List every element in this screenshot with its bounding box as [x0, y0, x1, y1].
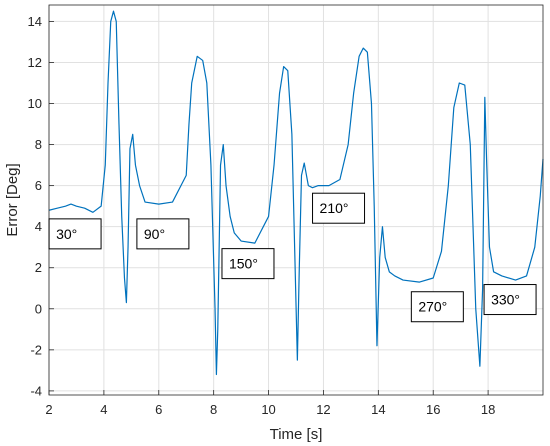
annotation: 270° [410, 291, 464, 323]
y-tick-label: 10 [28, 96, 42, 111]
series-line [48, 10, 544, 376]
annotation-label: 90° [144, 226, 165, 242]
series-layer [48, 10, 544, 376]
y-tick-label: 0 [35, 301, 42, 316]
x-tick-label: 10 [261, 402, 275, 417]
annotation: 30° [48, 218, 102, 250]
annotation-label: 150° [229, 256, 258, 272]
y-tick-label: 2 [35, 260, 42, 275]
annotation-label: 270° [418, 299, 447, 315]
x-tick-label: 14 [371, 402, 385, 417]
x-tick-label: 4 [100, 402, 107, 417]
annotation: 210° [312, 192, 366, 224]
grid [48, 5, 543, 395]
x-tick-label: 16 [426, 402, 440, 417]
annotation-box [410, 291, 464, 323]
plot-area [49, 5, 543, 395]
x-tick-label: 18 [481, 402, 495, 417]
x-tick-label: 6 [155, 402, 162, 417]
annotation: 330° [483, 284, 537, 316]
tick-layer: 2 4 6 8 10 12 14 16 18 -4 -2 0 2 4 6 8 10 12 14 [28, 14, 496, 417]
annotation-label: 30° [56, 226, 77, 242]
annotation-label: 210° [320, 200, 349, 216]
y-tick-label: 14 [28, 14, 42, 29]
annotation-box [221, 248, 275, 280]
plot-border [48, 4, 544, 396]
x-tick-label: 12 [316, 402, 330, 417]
annotation: 90° [136, 218, 190, 250]
x-tick-label: 2 [45, 402, 52, 417]
annotation-box [136, 218, 190, 250]
y-tick-label: 6 [35, 178, 42, 193]
x-tick-label: 8 [210, 402, 217, 417]
annotation-layer: 30° 90° 150° 210° 270° 330° [48, 192, 537, 323]
y-tick-label: 12 [28, 55, 42, 70]
y-tick-label: -4 [30, 383, 42, 398]
annotation: 150° [221, 248, 275, 280]
annotation-box [48, 218, 102, 250]
annotation-label: 330° [491, 292, 520, 308]
annotation-box [312, 192, 366, 224]
x-axis-label: Time [s] [270, 426, 323, 443]
y-tick-label: -2 [30, 342, 42, 357]
annotation-box [483, 284, 537, 316]
y-axis-label: Error [Deg] [4, 163, 21, 236]
y-tick-label: 4 [35, 219, 42, 234]
y-tick-label: 8 [35, 137, 42, 152]
